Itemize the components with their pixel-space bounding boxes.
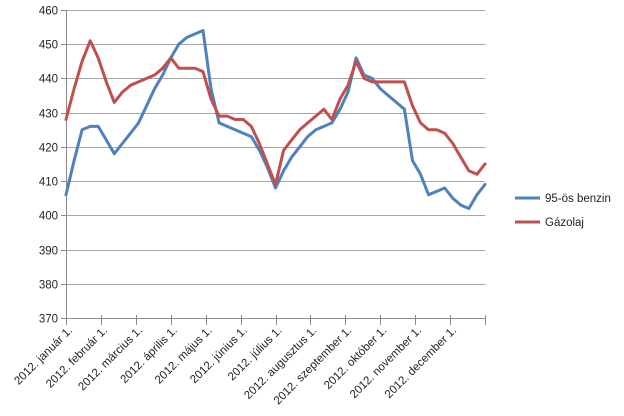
legend-item-1[interactable]: Gázolaj xyxy=(515,217,584,229)
y-tick-label: 400 xyxy=(39,211,58,223)
y-tick-label: 390 xyxy=(39,246,58,258)
x-tick-label: 2012. március 1. xyxy=(76,325,145,394)
y-tick-label: 440 xyxy=(39,74,58,86)
y-tick-label: 410 xyxy=(39,177,58,189)
y-tick-label: 380 xyxy=(39,280,58,292)
y-tick-label: 370 xyxy=(39,314,58,326)
series-line-1[interactable] xyxy=(64,39,487,186)
y-tick-label: 450 xyxy=(39,40,58,52)
series-line-0[interactable] xyxy=(64,29,487,210)
x-tick-label: 2012. január 1. xyxy=(12,325,75,388)
y-tick-label: 430 xyxy=(39,109,58,121)
x-tick-label: 2012. október 1. xyxy=(322,325,389,392)
x-tick-label: 2012. február 1. xyxy=(44,325,110,391)
y-tick-label: 460 xyxy=(39,6,58,18)
legend-item-0[interactable]: 95-ös benzin xyxy=(515,193,611,205)
y-tick-label: 420 xyxy=(39,143,58,155)
legend-label-1: Gázolaj xyxy=(545,217,584,229)
legend-label-0: 95-ös benzin xyxy=(545,193,611,205)
